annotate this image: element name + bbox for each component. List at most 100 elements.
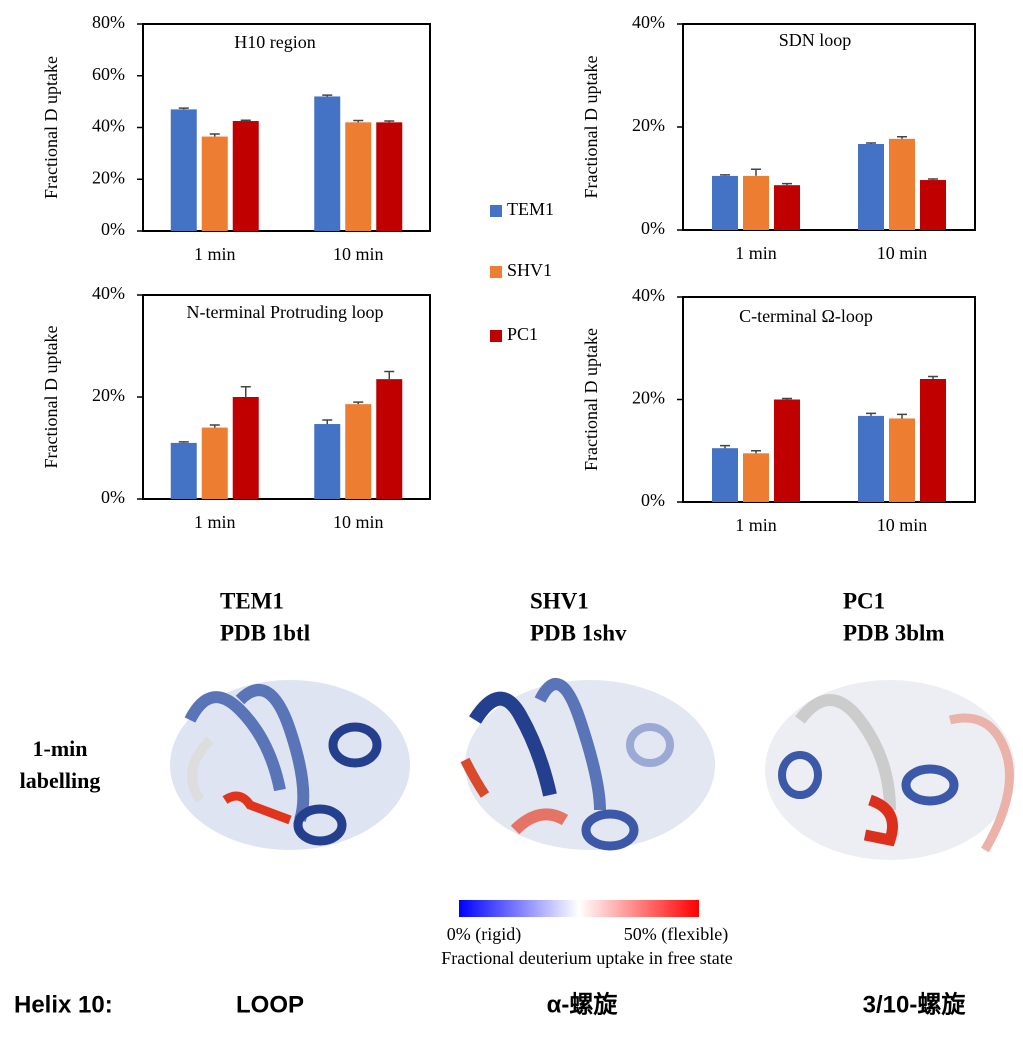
legend-swatch [490, 205, 502, 217]
error-bar [384, 370, 395, 380]
error-bar [209, 424, 220, 428]
structure-pdb: PDB 1btl [220, 620, 310, 645]
bar [376, 379, 403, 499]
bar [314, 424, 341, 499]
bar [712, 175, 738, 230]
colorbar [459, 900, 699, 917]
legend-label: PC1 [507, 324, 538, 344]
chart-title: C-terminal Ω-loop [739, 306, 873, 326]
bar [170, 442, 197, 499]
structure-name: SHV1 [530, 588, 589, 613]
error-bar [751, 450, 761, 454]
y-tick-label: 0% [101, 219, 125, 239]
y-tick-label: 20% [92, 385, 125, 405]
bar [858, 415, 884, 502]
structure-name: PC1 [843, 588, 885, 613]
error-bar [240, 386, 251, 397]
structure-name: TEM1 [220, 588, 284, 613]
colorbar-min: 0% (rigid) [447, 924, 521, 945]
x-tick-label: 1 min [735, 515, 777, 535]
bar [743, 175, 769, 230]
error-bar [322, 94, 333, 97]
y-tick-label: 0% [641, 218, 665, 238]
colorbar-max: 50% (flexible) [624, 924, 728, 945]
error-bar [928, 375, 938, 379]
bar [314, 96, 341, 231]
y-tick-label: 80% [92, 12, 125, 32]
protein-pc1 [765, 680, 1015, 860]
error-bar [353, 401, 364, 405]
y-axis-label: Fractional D uptake [41, 326, 61, 469]
chart-title: H10 region [234, 32, 315, 52]
legend-swatch [490, 266, 502, 278]
error-bar [782, 182, 792, 186]
protein-tem1 [170, 680, 410, 850]
bar [201, 136, 228, 231]
error-bar [178, 107, 189, 110]
y-axis-label: Fractional D uptake [41, 56, 61, 199]
bar [376, 122, 403, 231]
protein-shv1 [460, 678, 715, 851]
bar [345, 404, 372, 499]
structure-pdb: PDB 3blm [843, 620, 945, 645]
error-bar [782, 397, 792, 400]
y-tick-label: 40% [92, 116, 125, 136]
bar [712, 448, 738, 502]
bar [920, 180, 946, 230]
x-tick-label: 1 min [194, 512, 236, 532]
error-bar [178, 441, 189, 443]
y-tick-label: 40% [92, 283, 125, 303]
error-bar [720, 174, 730, 176]
error-bar [353, 119, 364, 123]
bar [858, 143, 884, 230]
error-bar [240, 119, 251, 122]
bar [345, 122, 372, 231]
bar [201, 427, 228, 499]
y-tick-label: 40% [632, 12, 665, 32]
y-axis-label: Fractional D uptake [581, 56, 601, 199]
colorbar-caption: Fractional deuterium uptake in free stat… [441, 948, 732, 968]
x-tick-label: 1 min [735, 243, 777, 263]
row-label: labelling [20, 768, 101, 793]
bar [232, 121, 259, 231]
bar [889, 418, 915, 502]
y-tick-label: 40% [632, 285, 665, 305]
footer-item: α-螺旋 [547, 991, 619, 1018]
bar [170, 109, 197, 231]
legend-label: SHV1 [507, 260, 552, 280]
error-bar [209, 133, 220, 137]
bar [774, 399, 800, 502]
y-axis-label: Fractional D uptake [581, 328, 601, 471]
error-bar [897, 413, 907, 419]
legend-label: TEM1 [507, 199, 554, 219]
x-tick-label: 1 min [194, 244, 236, 264]
y-tick-label: 60% [92, 64, 125, 84]
footer-item: 3/10-螺旋 [863, 991, 967, 1018]
bar [889, 138, 915, 230]
error-bar [384, 120, 395, 123]
error-bar [720, 444, 730, 449]
y-tick-label: 20% [632, 115, 665, 135]
y-tick-label: 0% [641, 490, 665, 510]
footer-label: Helix 10: [14, 991, 113, 1018]
structure-pdb: PDB 1shv [530, 620, 627, 645]
chart-title: N-terminal Protruding loop [187, 302, 384, 322]
row-label: 1-min [33, 736, 88, 761]
x-tick-label: 10 min [877, 243, 928, 263]
bar [743, 453, 769, 502]
error-bar [751, 168, 761, 176]
error-bar [928, 178, 938, 181]
error-bar [322, 419, 333, 425]
error-bar [866, 412, 876, 416]
footer-item: LOOP [236, 991, 304, 1018]
bar [920, 379, 946, 502]
x-tick-label: 10 min [877, 515, 928, 535]
bar [232, 397, 259, 499]
x-tick-label: 10 min [333, 512, 384, 532]
y-tick-label: 0% [101, 487, 125, 507]
bar [774, 185, 800, 230]
error-bar [866, 142, 876, 144]
legend-swatch [490, 330, 502, 342]
error-bar [897, 136, 907, 139]
